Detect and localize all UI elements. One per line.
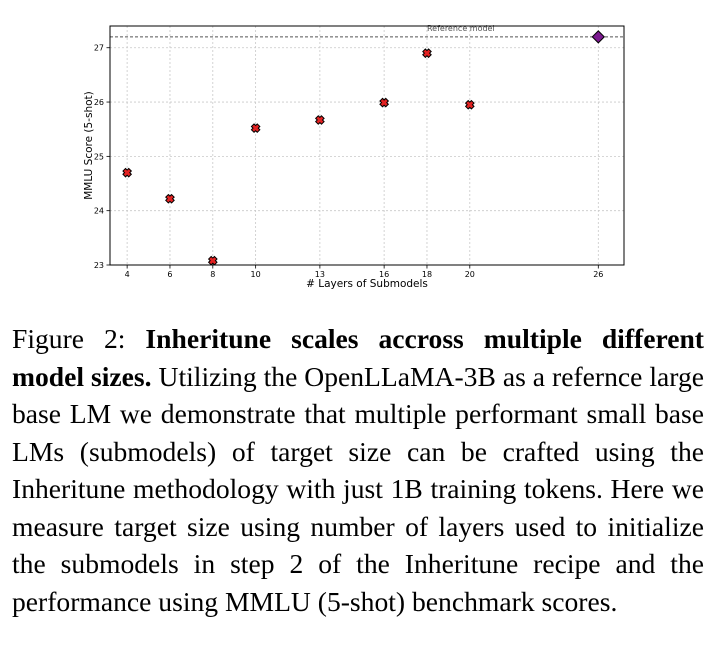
plot-frame [109,25,625,266]
data-point-x-marker [422,48,432,59]
x-tick-label: 16 [379,270,389,279]
y-tick-label: 23 [94,261,104,270]
caption-prefix: Figure 2: [12,323,146,354]
data-point-x-marker [314,115,325,125]
caption-body: Utilizing the OpenLLaMA-3B as a refernce… [12,360,704,617]
reference-line-label: Reference model [427,24,495,33]
x-tick-label: 20 [465,270,475,279]
figure-caption: Figure 2: Inheritune scales accross mult… [12,320,704,620]
x-tick-label: 13 [315,270,325,279]
x-axis-label: # Layers of Submodels [306,278,428,290]
scatter-chart: Reference model 4 6 8 10 13 16 18 20 26 23 24 25 26 27… [83,24,625,290]
y-tick-label: 26 [94,98,104,107]
x-tick-label: 10 [251,270,261,279]
data-point-x-marker [250,123,261,134]
x-tick-label: 8 [210,270,215,279]
caption-bold-title: Inheritune scales accross multiple diffe… [12,323,704,392]
y-tick-label: 27 [94,44,104,53]
data-point-x-marker [464,99,475,110]
x-tick-label: 4 [125,270,130,279]
data-point-x-marker [379,97,390,108]
x-tick-label: 18 [422,270,432,279]
data-point-x-marker [207,255,218,266]
figure: Reference model 4 6 8 10 13 16 18 20 26 23 24 25 26 27… [0,0,720,300]
reference-point-diamond [591,30,606,44]
data-point-x-marker [122,167,133,178]
y-tick-label: 24 [94,207,104,216]
x-tick-label: 6 [167,270,172,279]
x-tick-label: 26 [593,270,603,279]
y-axis-label: MMLU Score (5-shot) [83,91,95,200]
y-tick-label: 25 [94,152,104,161]
data-point-x-marker [165,193,175,204]
